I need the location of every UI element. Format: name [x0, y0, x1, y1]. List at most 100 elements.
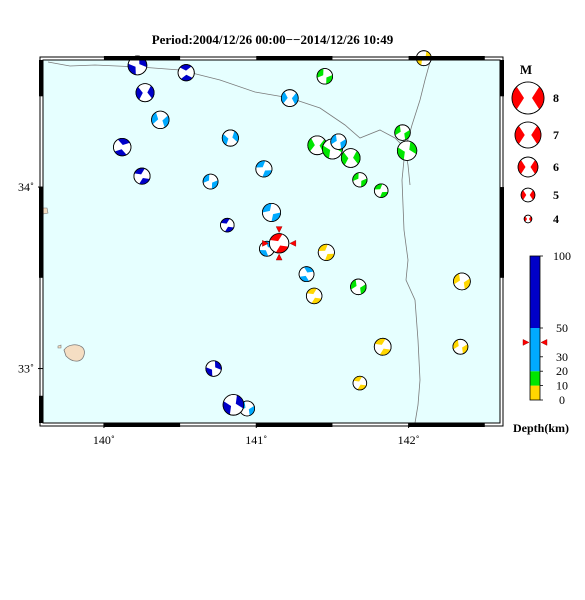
event-5-rim	[133, 167, 151, 185]
depth-band	[530, 385, 540, 400]
frame-bar-top	[256, 56, 333, 60]
event-beachball	[352, 172, 368, 188]
event-beachball	[453, 272, 471, 291]
event-30-quadrant-2	[463, 278, 471, 290]
event-29-quadrant-1	[357, 384, 367, 390]
frame-bar-right	[500, 60, 504, 97]
event-32-rim	[205, 360, 222, 377]
event-34-quadrant-1	[223, 401, 232, 415]
event-11-rim	[262, 202, 281, 222]
event-31-quadrant-2	[462, 344, 468, 354]
event-9-quadrant-1	[262, 170, 272, 178]
frame-bar-bottom	[103, 423, 181, 427]
event-32-quadrant-2	[214, 360, 222, 370]
event-19-rim	[352, 172, 368, 188]
depth-tick-label: 0	[559, 393, 565, 407]
event-18-rim	[340, 148, 361, 168]
depth-marker-right	[540, 339, 548, 346]
event-27-rim	[350, 278, 367, 296]
event-17-quadrant-1	[330, 134, 337, 145]
event-beachball	[222, 394, 245, 416]
event-18-quadrant-2	[353, 150, 361, 165]
mag-legend-1-quadrant-1	[515, 125, 525, 145]
event-beachball	[396, 140, 418, 161]
x-tick-label: 140˚	[93, 433, 115, 447]
event-17-rim	[330, 133, 347, 150]
event-beachball	[151, 110, 170, 130]
event-0-quadrant-1	[128, 63, 136, 75]
mag-legend-0-rim	[511, 81, 545, 115]
mag-legend-1-quadrant-2	[531, 125, 541, 145]
event-26-quadrant-1	[311, 297, 322, 304]
event-beachball	[177, 64, 195, 82]
magnitude-legend-label: 7	[553, 128, 559, 142]
event-beachball	[394, 124, 411, 141]
event-13-quadrant-2	[269, 233, 283, 242]
mag-legend-0-quadrant-1	[511, 86, 524, 110]
event-6-rim	[221, 129, 239, 147]
mag-legend-2-rim	[517, 156, 539, 178]
event-beachball	[133, 167, 151, 185]
event-beachball	[373, 337, 392, 356]
event-beachball	[127, 55, 148, 76]
event-9-quadrant-2	[255, 160, 266, 168]
event-24-rim	[298, 266, 315, 283]
event-beachball	[255, 160, 273, 178]
event-18-quadrant-1	[341, 151, 349, 166]
mag-legend-3-quadrant-2	[529, 190, 535, 200]
event-14-rim	[316, 68, 334, 85]
event-14-quadrant-1	[317, 68, 324, 78]
mag-legend-1-rim	[514, 121, 542, 149]
event-34-quadrant-2	[235, 395, 244, 409]
event-8-quadrant-1	[203, 174, 210, 183]
event-25-quadrant-2	[318, 244, 328, 251]
event-2-quadrant-2	[179, 64, 192, 71]
depth-marker-left	[522, 339, 530, 346]
depth-tick-label: 20	[556, 364, 568, 378]
magnitude-legend: M 8 7 6 5 4	[511, 62, 559, 226]
frame-bar-top	[103, 56, 181, 60]
event-1-quadrant-2	[147, 85, 155, 99]
frame-bar-left	[39, 187, 43, 278]
magnitude-legend-ball	[517, 156, 539, 178]
event-beachball	[330, 133, 347, 150]
magnitude-legend-ball	[523, 214, 533, 224]
event-26-rim	[305, 287, 323, 305]
event-2-rim	[177, 64, 195, 82]
axis-labels: 140˚ 141˚ 142˚ 33˚ 34˚	[18, 180, 420, 447]
event-beachball	[221, 129, 239, 147]
event-1-rim	[135, 83, 155, 103]
event-beachball	[350, 278, 367, 296]
y-tick-label: 34˚	[18, 180, 34, 194]
frame-bar-left	[39, 395, 43, 423]
depth-legend-title: Depth(km)	[513, 421, 569, 435]
magnitude-legend-header: M	[520, 62, 532, 77]
event-7-quadrant-2	[291, 92, 299, 105]
event-31-quadrant-1	[452, 339, 459, 350]
depth-band	[530, 256, 540, 328]
depth-tick-label: 50	[556, 321, 568, 335]
event-4-rim	[113, 137, 132, 157]
event-34-rim	[222, 394, 245, 416]
x-tick-label: 141˚	[245, 433, 267, 447]
depth-tick-label: 30	[556, 350, 568, 364]
event-10-rim	[220, 217, 235, 233]
event-beachball	[280, 89, 299, 107]
event-33-quadrant-2	[248, 405, 255, 416]
event-31-rim	[452, 338, 469, 355]
event-5-quadrant-2	[134, 168, 145, 175]
event-beachball	[135, 83, 155, 103]
event-7-rim	[280, 89, 299, 107]
event-10-quadrant-1	[224, 226, 234, 233]
event-beachball	[262, 202, 281, 222]
event-17-quadrant-2	[340, 139, 347, 149]
event-5-quadrant-1	[139, 178, 150, 185]
island-small	[57, 344, 62, 349]
event-25-quadrant-1	[324, 253, 335, 261]
event-27-quadrant-2	[360, 284, 367, 295]
event-28-quadrant-1	[379, 348, 391, 356]
mag-legend-2-quadrant-2	[530, 159, 538, 175]
frame-bar-right	[500, 187, 504, 278]
